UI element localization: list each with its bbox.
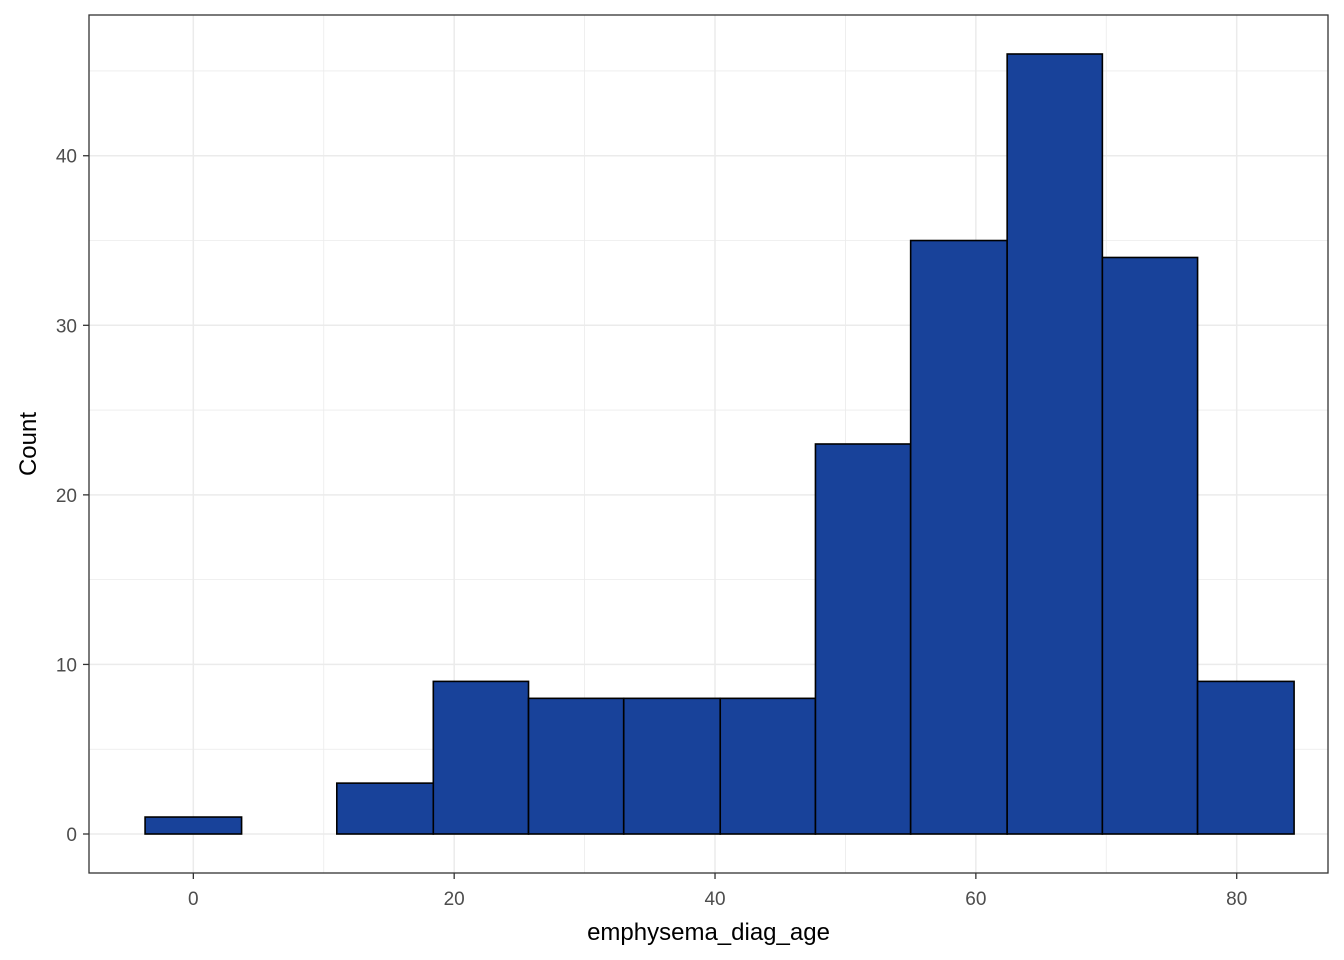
histogram-bar xyxy=(719,697,817,835)
y-tick-label: 10 xyxy=(56,655,77,676)
y-tick-label: 30 xyxy=(56,316,77,337)
y-axis-ticks: 0 10 20 30 40 xyxy=(56,147,89,846)
histogram-bar xyxy=(1006,53,1104,835)
histogram-bar xyxy=(144,816,243,835)
histogram-bar xyxy=(1101,256,1199,835)
y-tick-label: 0 xyxy=(66,825,77,846)
x-tick-label: 40 xyxy=(704,889,725,910)
histogram-bars xyxy=(144,53,1295,835)
x-tick-label: 80 xyxy=(1226,889,1247,910)
histogram-bar xyxy=(335,782,435,835)
histogram-bar xyxy=(432,680,530,835)
x-axis-title: emphysema_diag_age xyxy=(587,919,830,946)
panel-border xyxy=(88,14,1329,874)
histogram-bar xyxy=(527,697,625,835)
histogram-bar xyxy=(1196,680,1295,835)
x-axis-ticks: 0 20 40 60 80 xyxy=(188,873,1247,910)
y-tick-label: 40 xyxy=(56,147,77,168)
histogram-bar xyxy=(622,697,722,835)
histogram-bar xyxy=(909,239,1008,835)
histogram-bar xyxy=(814,443,912,835)
y-tick-label: 20 xyxy=(56,486,77,507)
y-axis-title: Count xyxy=(15,412,42,476)
x-tick-label: 20 xyxy=(444,889,465,910)
x-tick-label: 0 xyxy=(188,889,199,910)
x-tick-label: 60 xyxy=(965,889,986,910)
